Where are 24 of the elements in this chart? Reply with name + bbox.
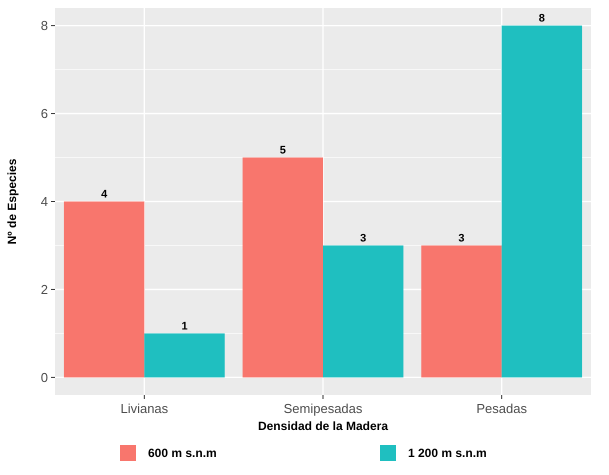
y-tick-label: 8 [40, 18, 48, 34]
y-tick-label: 6 [40, 106, 48, 122]
y-tick-label: 2 [40, 282, 48, 298]
legend-label: 1 200 m s.n.m [408, 446, 487, 460]
data-label: 8 [538, 12, 545, 25]
legend-label: 600 m s.n.m [148, 446, 217, 460]
x-tick-label: Livianas [120, 401, 169, 416]
data-label: 1 [181, 320, 188, 332]
data-label: 3 [458, 232, 465, 244]
x-tick-label: Semipesadas [284, 401, 363, 416]
x-axis-title: Densidad de la Madera [258, 419, 388, 433]
data-label: 5 [280, 144, 286, 157]
bar [502, 26, 582, 378]
y-axis-title: Nº de Especies [5, 158, 19, 244]
x-tick-label: Pesadas [476, 401, 528, 416]
data-label: 4 [101, 188, 108, 200]
bar [242, 158, 323, 378]
bar [421, 245, 502, 378]
bar [64, 202, 144, 378]
bar [323, 245, 404, 378]
y-tick-label: 0 [40, 370, 48, 385]
data-label: 3 [360, 232, 366, 244]
y-tick-label: 4 [40, 194, 48, 210]
bar [144, 333, 225, 378]
